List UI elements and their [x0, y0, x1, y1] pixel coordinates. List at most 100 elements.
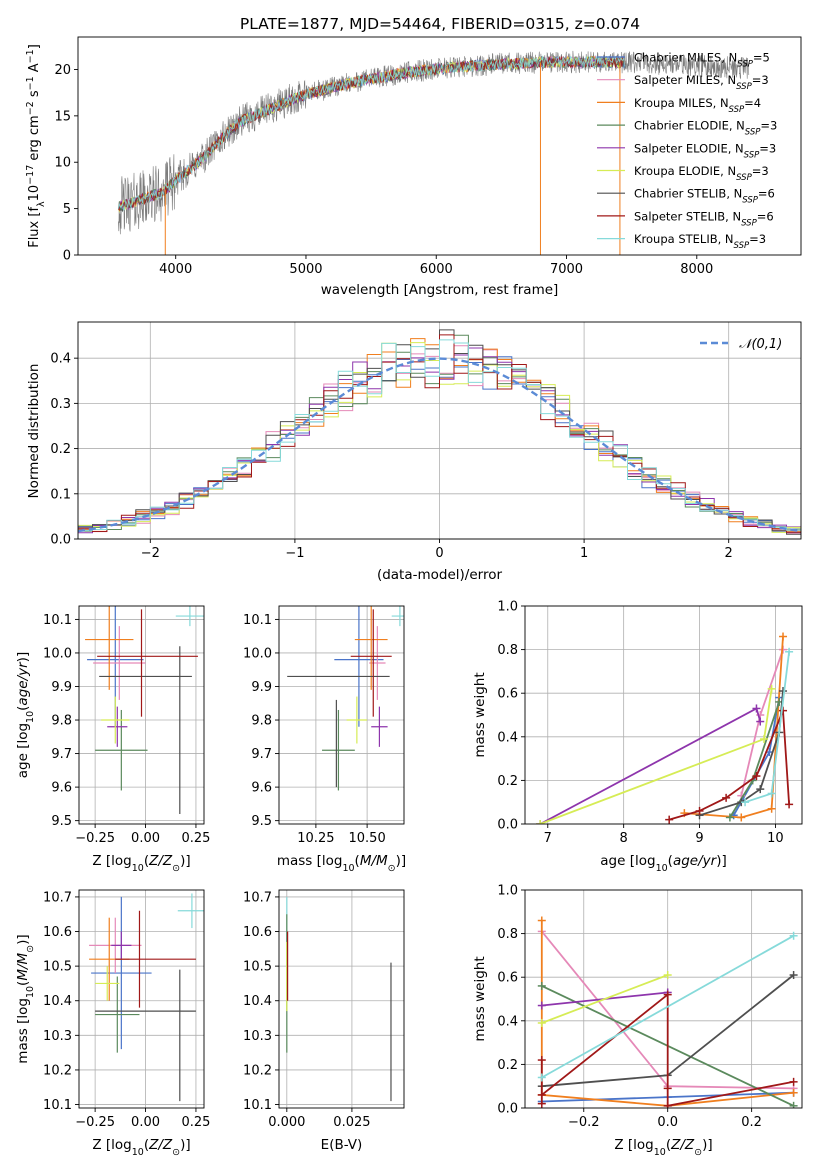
spectrum-plot-area — [117, 50, 750, 255]
y-tick-label: 9.7 — [251, 747, 272, 762]
x-tick-label: 1 — [580, 546, 588, 561]
x-tick-label: 0.2 — [741, 1115, 762, 1130]
x-tick-label: 8000 — [680, 262, 713, 277]
errorbar-point — [111, 931, 132, 960]
mass-vs-Z-y-label: mass [log10(M/M⊙)] — [15, 934, 36, 1063]
age-vs-mass-plot-area — [287, 606, 404, 791]
weight-marker — [760, 734, 769, 743]
weight-marker — [756, 785, 765, 794]
y-tick-label: 0.4 — [497, 730, 518, 745]
x-tick-label: 0.000 — [268, 1115, 305, 1130]
errorbar-point — [177, 893, 204, 929]
legend-label: 𝒩(0,1) — [739, 337, 782, 352]
axes-frame — [78, 889, 205, 1109]
weight-marker — [665, 815, 674, 824]
weight-marker — [537, 981, 546, 990]
mass-vs-Z-frame: −0.25 0.00 0.25 10.1 10.2 10.3 10.4 10.5 10.6 10.… — [15, 889, 210, 1158]
x-tick-label: −0.2 — [568, 1115, 600, 1130]
weight-marker — [537, 1056, 546, 1065]
y-tick-label: 9.5 — [251, 814, 272, 829]
mass-vs-EBV-plot-area — [286, 896, 392, 1102]
x-tick-label: 2 — [725, 546, 733, 561]
y-tick-label: 10.7 — [43, 890, 72, 905]
weight-marker — [537, 1073, 546, 1082]
errorbar-point — [95, 709, 148, 791]
axes-frame — [78, 605, 205, 825]
weight-marker — [663, 1084, 672, 1093]
x-tick-label: −2 — [141, 546, 160, 561]
weight-vs-age-y-label: mass weight — [472, 672, 488, 757]
errorbar-point — [101, 696, 130, 744]
x-tick-label: 4000 — [159, 262, 192, 277]
weight-marker — [741, 798, 750, 807]
x-tick-label: 9 — [695, 831, 703, 846]
y-tick-label: 10.3 — [243, 1029, 272, 1044]
legend-label: Chabrier STELIB, NSSP=6 — [634, 187, 775, 206]
weight-marker — [537, 1001, 546, 1010]
residual-histogram-axes — [78, 322, 801, 540]
y-tick-label: 10.0 — [243, 646, 272, 661]
y-tick-label: 10.1 — [43, 1098, 72, 1113]
y-tick-label: 0 — [63, 249, 71, 264]
weight-line-salpeter-stelib — [668, 710, 790, 821]
weight-line-kroupa-stelib — [541, 935, 795, 1079]
mass-vs-Z-plot-area — [89, 893, 204, 1102]
errorbar-point — [93, 626, 146, 700]
y-tick-label: 10.6 — [43, 925, 72, 940]
errorbar-point — [95, 976, 140, 1053]
age-vs-mass-frame: 10.25 10.50 9.5 9.6 9.7 9.8 9.9 10.0 10.1 mass [l… — [243, 605, 406, 874]
weight-marker — [789, 1101, 798, 1108]
y-tick-label: 10.2 — [243, 1063, 272, 1078]
histogram-y-label: Normed distribution — [26, 364, 42, 499]
x-tick-label: 5000 — [289, 262, 322, 277]
y-tick-label: 9.8 — [251, 714, 272, 729]
spectrum-y-label: Flux [fλ10−17 erg cm−2 s−1 A−1] — [25, 44, 47, 248]
x-tick-label: 8 — [620, 831, 628, 846]
weight-line-kroupa-elodie — [541, 974, 669, 1024]
axes-frame — [524, 889, 803, 1109]
spectrum-axes — [117, 50, 750, 255]
y-tick-label: 10.1 — [243, 1098, 272, 1113]
mass-vs-EBV-x-label: E(B-V) — [321, 1137, 363, 1153]
residual-histogram-plot-area — [78, 329, 801, 539]
weight-marker — [722, 793, 731, 802]
y-tick-label: 9.7 — [51, 747, 72, 762]
y-tick-label: 9.9 — [251, 680, 272, 695]
weight-marker — [725, 813, 734, 822]
weight-vs-age-axes — [525, 605, 802, 825]
y-tick-label: 9.5 — [51, 814, 72, 829]
spectrum-legend: Chabrier MILES, NSSP=5 Salpeter MILES, NS… — [597, 51, 777, 251]
legend-label: Salpeter MILES, NSSP=3 — [634, 73, 769, 92]
x-tick-label: 7 — [544, 831, 552, 846]
y-tick-label: 10.5 — [43, 960, 72, 975]
y-tick-label: 9.9 — [51, 680, 72, 695]
y-tick-label: 9.6 — [51, 781, 72, 796]
legend-label: Kroupa MILES, NSSP=4 — [634, 96, 761, 115]
y-tick-label: 0.4 — [497, 1014, 518, 1029]
y-tick-label: 0.0 — [497, 818, 518, 833]
legend-label: Salpeter STELIB, NSSP=6 — [634, 209, 774, 228]
y-tick-label: 10.0 — [43, 646, 72, 661]
weight-vs-Z-y-label: mass weight — [472, 956, 488, 1041]
x-tick-label: 0.00 — [131, 1115, 160, 1130]
errorbar-point — [369, 626, 386, 700]
weight-vs-age-x-label: age [log10(age/yr)] — [600, 853, 726, 874]
y-tick-label: 0.4 — [50, 352, 71, 367]
weight-marker — [789, 1077, 798, 1086]
y-tick-label: 10.6 — [243, 925, 272, 940]
gaussian-curve — [78, 357, 801, 533]
weight-marker — [767, 789, 776, 798]
y-tick-label: 0.8 — [497, 643, 518, 658]
x-tick-label: 0.00 — [131, 831, 160, 846]
weight-vs-Z-axes — [525, 889, 802, 1109]
y-tick-label: 5 — [63, 202, 71, 217]
legend-label: Chabrier MILES, NSSP=5 — [634, 51, 770, 70]
y-tick-label: 10.4 — [243, 994, 272, 1009]
x-tick-label: 10.50 — [349, 831, 386, 846]
figure-title: PLATE=1877, MJD=54464, FIBERID=0315, z=0… — [240, 15, 640, 33]
age-vs-Z-plot-area — [85, 606, 204, 814]
histogram-kroupa-stelib — [78, 339, 801, 539]
age-vs-Z-x-label: Z [log10(Z/Z⊙)] — [92, 853, 190, 874]
weight-marker — [785, 800, 794, 809]
